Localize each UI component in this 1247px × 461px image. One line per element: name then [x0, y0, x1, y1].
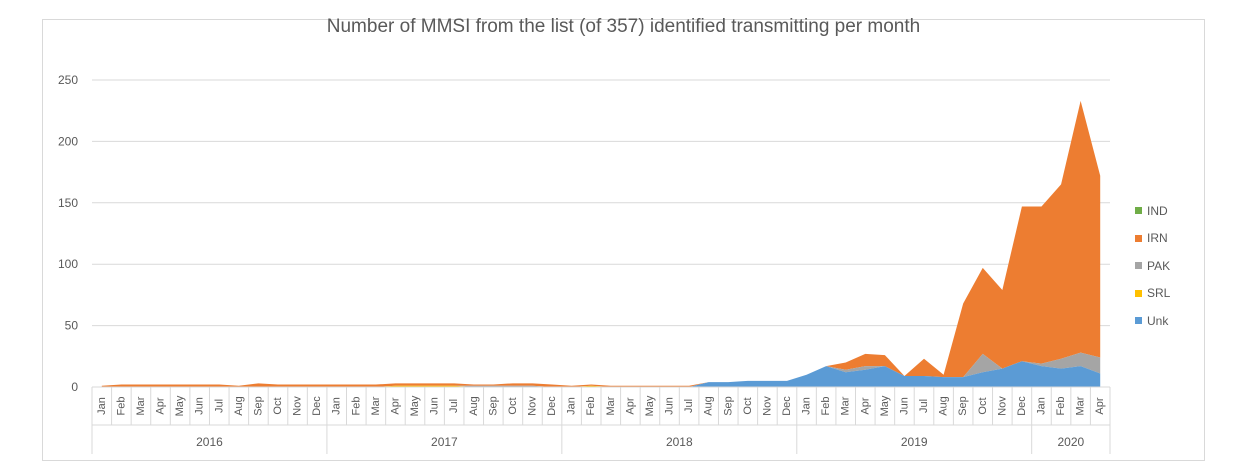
x-tick-label: Sep	[722, 396, 734, 416]
x-tick-label: Mar	[1075, 396, 1087, 415]
x-tick-label: Apr	[624, 397, 636, 414]
x-year-label: 2016	[196, 435, 223, 449]
x-tick-label: Jun	[194, 397, 206, 415]
x-tick-label: Aug	[703, 396, 715, 416]
y-tick-label: 100	[58, 257, 78, 271]
area-series-group	[101, 100, 1101, 387]
x-tick-label: Jan	[96, 397, 108, 415]
legend-swatch	[1135, 207, 1142, 215]
x-tick-label: Oct	[272, 397, 284, 414]
x-tick-label: Oct	[742, 397, 754, 414]
x-tick-label: Mar	[370, 396, 382, 415]
x-tick-label: Jan	[801, 397, 813, 415]
y-tick-label: 0	[71, 380, 78, 394]
legend-label: SRL	[1147, 286, 1171, 301]
x-tick-label: Mar	[840, 396, 852, 415]
legend-label: PAK	[1147, 258, 1171, 273]
x-tick-label: Oct	[977, 397, 989, 414]
x-year-label: 2019	[901, 435, 928, 449]
x-tick-label: May	[879, 395, 891, 416]
legend-swatch	[1135, 317, 1142, 325]
x-tick-label: May	[644, 395, 656, 416]
y-tick-label: 150	[58, 196, 78, 210]
chart-title: Number of MMSI from the list (of 357) id…	[326, 16, 921, 37]
area-series-irn	[101, 100, 1101, 387]
x-tick-label: Jan	[566, 397, 578, 415]
x-tick-label: Dec	[781, 396, 793, 416]
legend-swatch	[1135, 289, 1142, 297]
x-tick-label: Nov	[526, 396, 538, 416]
x-tick-label: May	[409, 395, 421, 416]
x-tick-label: Apr	[1094, 397, 1106, 414]
legend-item-pak: PAK	[1135, 252, 1170, 280]
legend-swatch	[1135, 234, 1142, 242]
x-tick-label: Sep	[957, 396, 969, 416]
area-series-unk	[101, 361, 1101, 387]
y-tick-label: 250	[58, 73, 78, 87]
x-tick-label: Nov	[996, 396, 1008, 416]
legend: IND IRN PAK SRL Unk	[1135, 197, 1170, 335]
x-tick-label: Jul	[683, 399, 695, 413]
legend-item-srl: SRL	[1135, 280, 1170, 308]
legend-label: IRN	[1147, 231, 1168, 246]
x-tick-label: Jun	[429, 397, 441, 415]
x-tick-label: Feb	[115, 397, 127, 416]
x-tick-label: Jun	[664, 397, 676, 415]
gridlines	[92, 79, 1110, 327]
x-tick-label: Aug	[233, 396, 245, 416]
y-tick-label: 200	[58, 134, 78, 148]
legend-item-unk: Unk	[1135, 307, 1170, 335]
x-tick-label: Mar	[135, 396, 147, 415]
x-tick-label: Jan	[331, 397, 343, 415]
x-axis: Jan Feb Mar Apr May Jun Jul Aug Sep Oct Nov Dec Jan F…	[91, 386, 1111, 454]
y-tick-label: 50	[65, 319, 79, 333]
x-tick-label: Oct	[507, 397, 519, 414]
x-tick-label: Jul	[213, 399, 225, 413]
x-tick-label: Apr	[155, 397, 167, 414]
legend-item-irn: IRN	[1135, 225, 1170, 253]
x-tick-label: Nov	[761, 396, 773, 416]
x-tick-label: Feb	[350, 397, 362, 416]
x-tick-label: Sep	[252, 396, 264, 416]
x-tick-label: Dec	[1016, 396, 1028, 416]
x-tick-label: Sep	[487, 396, 499, 416]
x-tick-label: Jul	[918, 399, 930, 413]
x-tick-label: Dec	[546, 396, 558, 416]
x-tick-label: Nov	[292, 396, 304, 416]
area-series-ind	[101, 100, 1101, 386]
x-year-label: 2020	[1057, 435, 1084, 449]
x-tick-label: Aug	[468, 396, 480, 416]
x-tick-label: Feb	[1055, 397, 1067, 416]
legend-label: Unk	[1147, 313, 1169, 328]
x-tick-label: Aug	[938, 396, 950, 416]
x-tick-label: Feb	[585, 397, 597, 416]
x-tick-label: Apr	[859, 397, 871, 414]
legend-swatch	[1135, 262, 1142, 270]
y-axis: 0 50 100 150 200 250	[58, 73, 78, 394]
x-tick-label: Jun	[898, 397, 910, 415]
x-tick-label: Jul	[448, 399, 460, 413]
x-tick-label: Feb	[820, 397, 832, 416]
x-year-label: 2017	[431, 435, 458, 449]
x-tick-label: Jan	[1035, 397, 1047, 415]
x-tick-label: Dec	[311, 396, 323, 416]
x-year-label: 2018	[666, 435, 693, 449]
legend-label: IND	[1147, 203, 1168, 218]
legend-item-ind: IND	[1135, 197, 1170, 225]
x-tick-label: Apr	[389, 397, 401, 414]
x-tick-label: Mar	[605, 396, 617, 415]
x-tick-label: May	[174, 395, 186, 416]
